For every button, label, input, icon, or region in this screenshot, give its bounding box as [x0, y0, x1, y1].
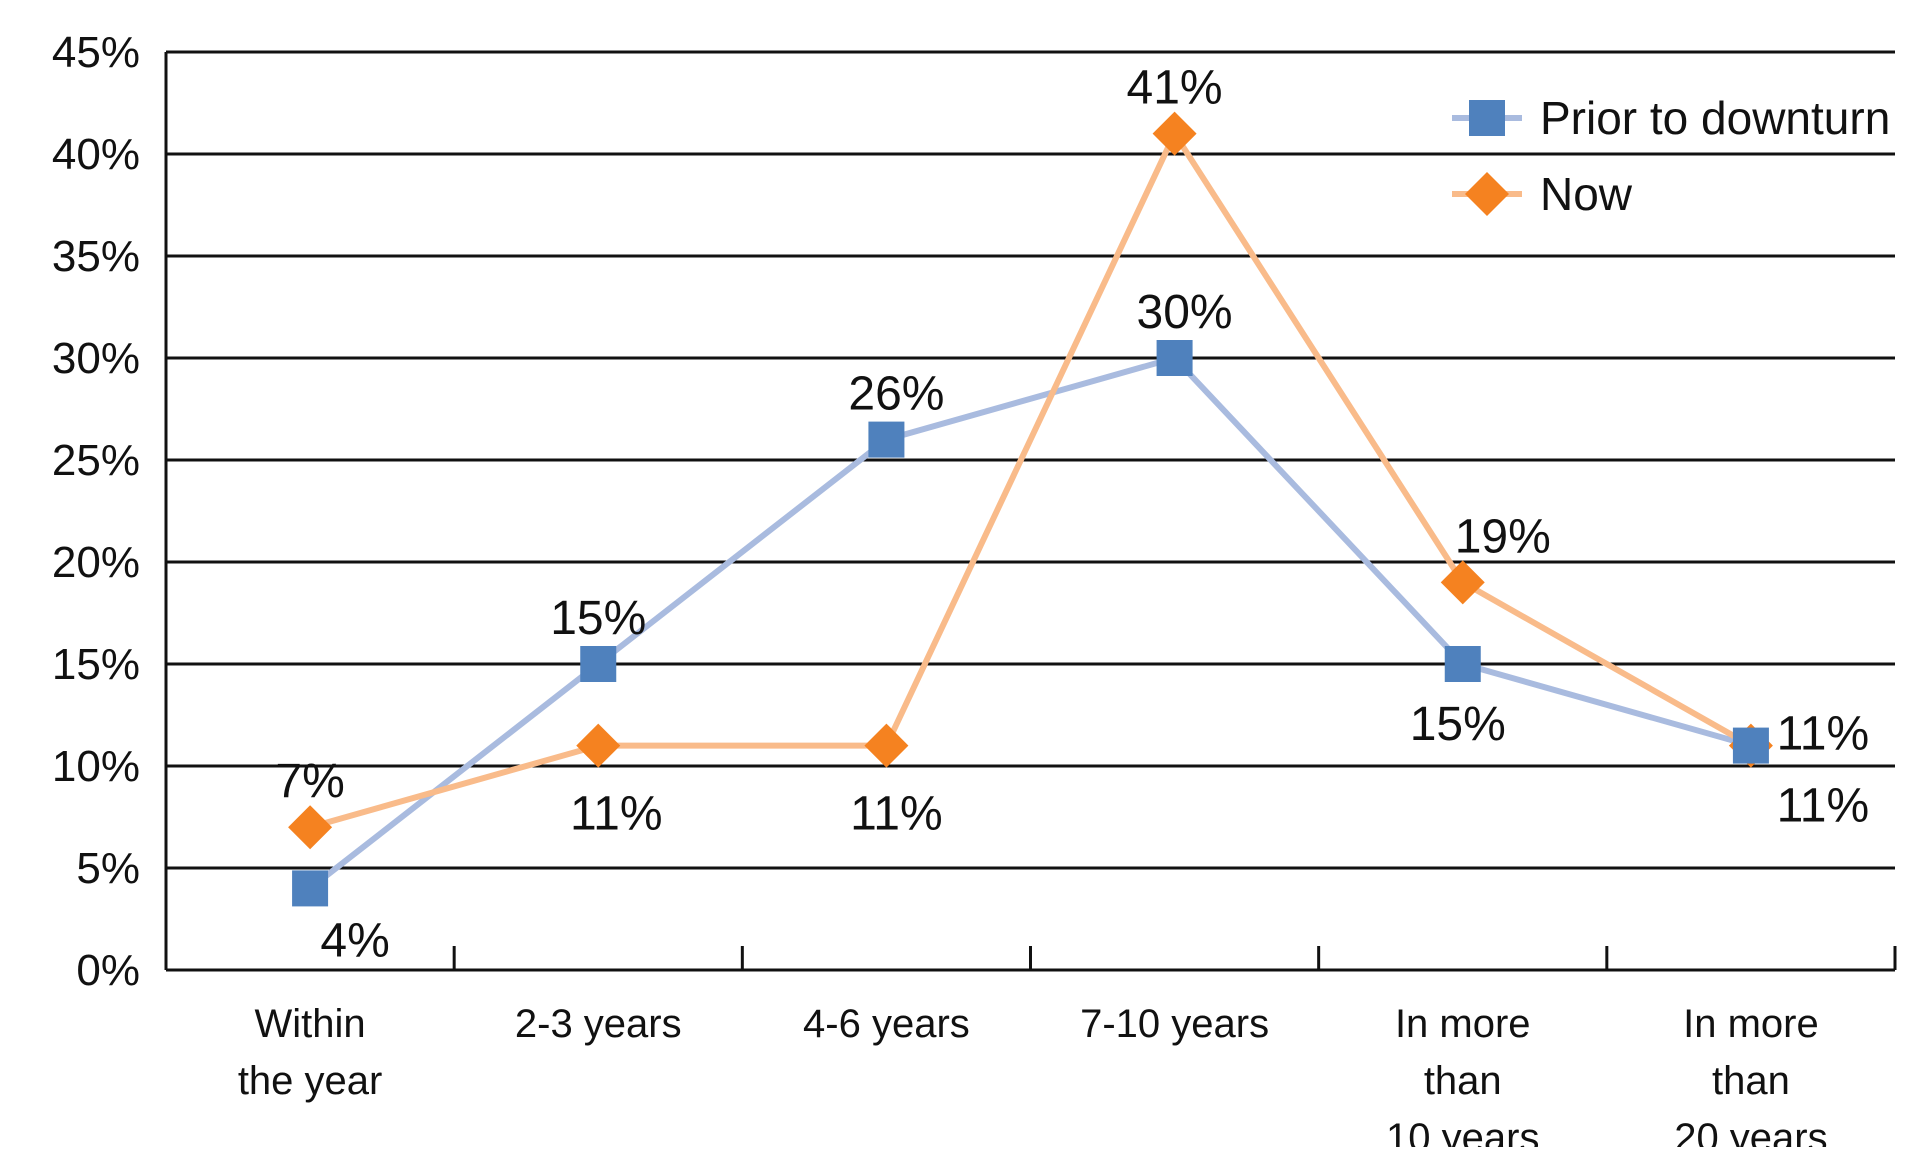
marker-diamond: [1152, 111, 1197, 156]
x-category-label: 4-6 years: [803, 1002, 970, 1046]
data-label: 7%: [275, 755, 344, 808]
data-label: 15%: [550, 592, 646, 645]
x-axis-category-labels: Within the year 2-3 years 4-6 years 7-10 yea…: [238, 1002, 1828, 1152]
y-tick-label: 45%: [52, 28, 140, 77]
y-tick-label: 25%: [52, 436, 140, 485]
y-axis-tick-labels: 0% 5% 10% 15% 20% 25% 30% 35% 40% 45%: [52, 28, 140, 995]
marker-square: [292, 870, 329, 907]
marker-diamond: [1440, 560, 1485, 605]
data-label: 26%: [848, 368, 944, 421]
x-category-label: In more than 10 years: [1386, 1002, 1539, 1147]
data-label: 11%: [1777, 780, 1870, 833]
legend-marker-diamond: [1465, 172, 1509, 216]
gridlines: [166, 50, 1895, 870]
data-label: 41%: [1127, 62, 1223, 115]
data-label: 30%: [1137, 286, 1233, 339]
series-lines: [308, 130, 1753, 891]
marker-diamond: [576, 723, 621, 768]
y-tick-label: 0%: [76, 946, 140, 995]
y-tick-label: 30%: [52, 334, 140, 383]
y-tick-label: 20%: [52, 538, 140, 587]
marker-diamond: [288, 805, 333, 850]
series-markers: [288, 111, 1773, 907]
data-label: 11%: [570, 788, 663, 841]
legend-label: Now: [1540, 168, 1633, 220]
series-line-prior-to-downturn: [308, 355, 1752, 891]
data-label: 11%: [850, 788, 943, 841]
y-tick-label: 15%: [52, 640, 140, 689]
data-label: 4%: [320, 914, 389, 967]
axes: [164, 52, 1897, 972]
series-line-now: [309, 130, 1753, 831]
data-labels: 4% 15% 26% 30% 15% 11% 7% 11% 11% 41% 19% 11%: [275, 62, 1869, 968]
data-label: 11%: [1777, 708, 1870, 761]
legend-label: Prior to downturn: [1540, 92, 1890, 144]
x-category-label: 7-10 years: [1080, 1002, 1269, 1046]
marker-square: [1732, 727, 1769, 764]
marker-square: [580, 646, 617, 682]
data-label: 19%: [1455, 510, 1551, 563]
x-category-label: Within the year: [238, 1002, 383, 1103]
marker-square: [1156, 340, 1193, 376]
x-category-label: In more than 20 years: [1674, 1002, 1827, 1147]
x-category-label: 2-3 years: [515, 1002, 682, 1046]
y-tick-label: 35%: [52, 232, 140, 281]
y-tick-label: 40%: [52, 130, 140, 179]
marker-square: [1444, 646, 1481, 682]
y-tick-label: 5%: [76, 844, 140, 893]
marker-diamond: [864, 723, 909, 768]
marker-square: [868, 421, 905, 458]
data-label: 15%: [1410, 698, 1506, 751]
legend: Prior to downturn Now: [1452, 92, 1890, 220]
legend-marker-square: [1469, 100, 1505, 136]
y-tick-label: 10%: [52, 742, 140, 791]
